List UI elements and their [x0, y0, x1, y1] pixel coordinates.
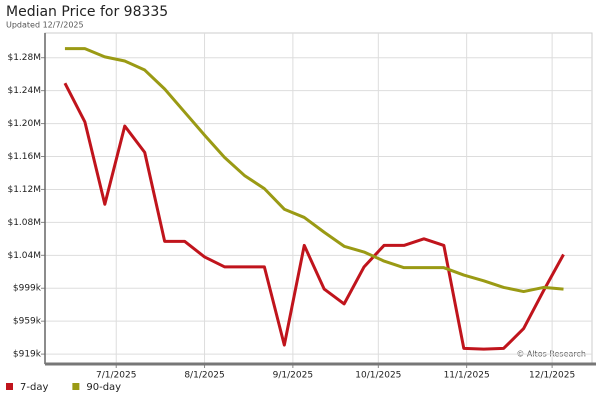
y-tick-label: $999k [13, 284, 42, 294]
plot-area [44, 32, 593, 365]
x-tick-label: 7/1/2025 [96, 371, 136, 381]
legend-swatch [72, 383, 80, 390]
legend-label: 7-day [20, 382, 48, 393]
y-tick-label: $1.16M [7, 152, 41, 162]
x-tick-label: 11/1/2025 [444, 371, 490, 381]
y-tick-label: $919k [13, 350, 42, 360]
x-tick-label: 8/1/2025 [184, 371, 224, 381]
chart-subtitle: Updated 12/7/2025 [6, 21, 84, 30]
y-tick-label: $1.08M [7, 218, 41, 228]
x-tick-label: 10/1/2025 [355, 371, 401, 381]
chart-title: Median Price for 98335 [6, 4, 168, 20]
y-tick-label: $959k [13, 317, 42, 327]
line-series [64, 47, 564, 294]
y-tick-label: $1.24M [7, 86, 41, 96]
x-tick-label: 9/1/2025 [273, 371, 313, 381]
y-tick-label: $1.12M [7, 185, 41, 195]
legend-label: 90-day [86, 382, 121, 393]
x-tick-label: 12/1/2025 [529, 371, 575, 381]
y-tick-label: $1.04M [7, 251, 41, 261]
line-series [63, 82, 565, 351]
legend-swatch [6, 383, 13, 390]
y-tick-label: $1.20M [7, 119, 41, 129]
y-tick-label: $1.28M [7, 53, 41, 63]
